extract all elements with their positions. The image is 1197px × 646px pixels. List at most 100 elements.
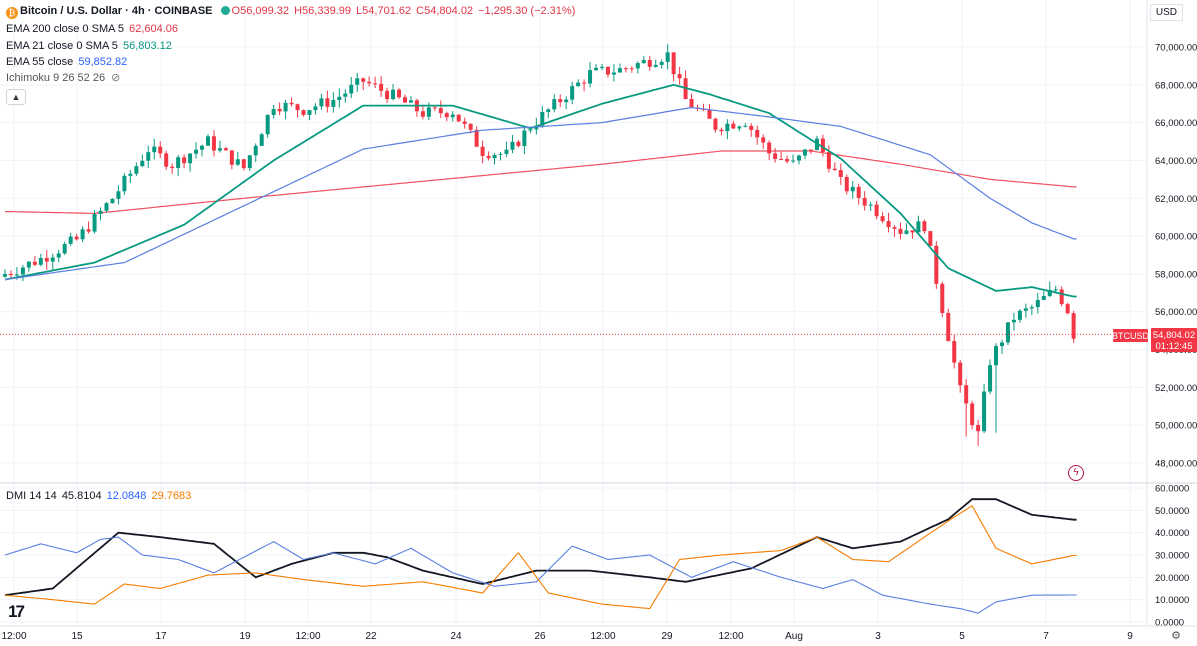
candle-body: [397, 89, 402, 98]
time-tick-label: 9: [1127, 631, 1133, 642]
candle-body: [140, 160, 145, 167]
flash-icon[interactable]: ϟ: [1068, 465, 1084, 481]
candle-body: [832, 168, 837, 171]
candle-body: [749, 125, 754, 130]
candle-body: [504, 149, 509, 154]
candle-body: [785, 159, 790, 162]
candle-body: [522, 130, 527, 147]
candle-body: [26, 261, 31, 268]
ema200-legend[interactable]: EMA 200 close 0 SMA 5 62,604.06: [6, 22, 180, 36]
candle-body: [892, 227, 897, 229]
dmi-tick-label: 30.0000: [1155, 551, 1189, 562]
candle-body: [253, 145, 258, 156]
candle-body: [605, 66, 610, 75]
candle-body: [761, 137, 766, 143]
price-tick-label: 62,000.00: [1155, 194, 1197, 205]
currency-selector[interactable]: USD: [1149, 4, 1183, 21]
time-tick-label: Aug: [785, 631, 803, 642]
dmi-tick-label: 0.0000: [1155, 618, 1184, 629]
market-status-icon[interactable]: [220, 6, 230, 15]
candle-body: [325, 98, 330, 107]
candle-body: [731, 123, 736, 129]
candle-body: [247, 155, 252, 169]
candle-body: [158, 146, 163, 154]
candle-body: [450, 114, 455, 118]
candle-body: [444, 113, 449, 118]
price-tick-label: 50,000.00: [1155, 421, 1197, 432]
time-tick-label: 7: [1043, 631, 1049, 642]
dmi-adx-value: 45.8104: [61, 490, 102, 502]
symbol-legend[interactable]: ₿ Bitcoin / U.S. Dollar · 4h · COINBASE O5…: [6, 4, 577, 19]
candle-body: [62, 243, 67, 254]
candle-body: [259, 134, 264, 146]
candle-body: [468, 123, 473, 130]
candle-body: [970, 403, 975, 426]
candle-body: [665, 52, 670, 62]
time-tick-label: 22: [365, 631, 377, 642]
time-tick-label: 29: [661, 631, 673, 642]
price-tick-label: 66,000.00: [1155, 118, 1197, 129]
minus-di-line: [4, 505, 1077, 610]
candle-body: [146, 152, 151, 161]
candle-body: [653, 64, 658, 67]
candle-body: [182, 157, 187, 164]
candle-body: [295, 104, 300, 111]
candle-body: [988, 365, 993, 392]
dmi-plus-value: 12.0848: [106, 490, 147, 502]
ema21-legend[interactable]: EMA 21 close 0 SMA 5 56,803.12: [6, 39, 174, 53]
candle-body: [271, 108, 276, 115]
dmi-legend[interactable]: DMI 14 14 45.8104 12.0848 29.7683: [6, 489, 193, 503]
ohlc-high: H56,339.99: [294, 5, 351, 17]
candle-body: [432, 107, 437, 109]
ohlc-change: −1,295.30 (−2.31%): [478, 5, 576, 17]
hidden-eye-icon[interactable]: ⊘: [111, 72, 121, 84]
candle-body: [1011, 319, 1016, 323]
time-tick-label: 12:00: [590, 631, 615, 642]
candle-body: [737, 126, 742, 129]
time-tick-label: 24: [450, 631, 462, 642]
candle-body: [188, 153, 193, 164]
candle-body: [880, 216, 885, 222]
candle-body: [707, 109, 712, 119]
candle-body: [767, 142, 772, 154]
plus-di-line: [4, 536, 1077, 614]
collapse-legend-button[interactable]: ▲: [6, 89, 26, 105]
candle-body: [235, 159, 240, 165]
candle-body: [211, 136, 216, 151]
candle-body: [820, 138, 825, 152]
symbol-title[interactable]: Bitcoin / U.S. Dollar · 4h · COINBASE: [20, 5, 213, 17]
price-tag-price: 54,804.02: [1153, 330, 1195, 341]
candle-body: [164, 153, 169, 167]
tradingview-logo-icon[interactable]: 17: [8, 602, 25, 621]
adx-line: [4, 498, 1077, 597]
candle-body: [617, 68, 622, 73]
candle-body: [725, 123, 730, 132]
candle-body: [20, 267, 25, 275]
settings-gear-icon[interactable]: ⚙: [1171, 630, 1181, 642]
candle-body: [223, 148, 228, 151]
candle-body: [343, 93, 348, 97]
candlestick-series: [0, 44, 1147, 446]
candle-body: [265, 114, 270, 135]
candle-body: [349, 84, 354, 94]
candle-body: [856, 186, 861, 198]
price-tag-symbol-bg: [1113, 329, 1148, 342]
dmi-pane: [0, 482, 1197, 623]
candle-body: [3, 274, 7, 277]
ichimoku-legend[interactable]: Ichimoku 9 26 52 26 ⊘: [6, 71, 122, 85]
candle-body: [689, 99, 694, 108]
dmi-tick-label: 10.0000: [1155, 595, 1189, 606]
candle-body: [659, 61, 664, 65]
candle-body: [283, 102, 288, 112]
price-tick-label: 58,000.00: [1155, 269, 1197, 280]
price-tick-label: 56,000.00: [1155, 307, 1197, 318]
candle-body: [886, 221, 891, 228]
ema-lines: [4, 83, 1077, 298]
candle-body: [486, 155, 491, 159]
candle-body: [14, 274, 19, 276]
ema55-legend[interactable]: EMA 55 close 59,852.82: [6, 55, 129, 69]
ema55-value: 59,852.82: [78, 56, 128, 68]
candle-body: [456, 114, 461, 122]
candle-body: [994, 346, 999, 366]
